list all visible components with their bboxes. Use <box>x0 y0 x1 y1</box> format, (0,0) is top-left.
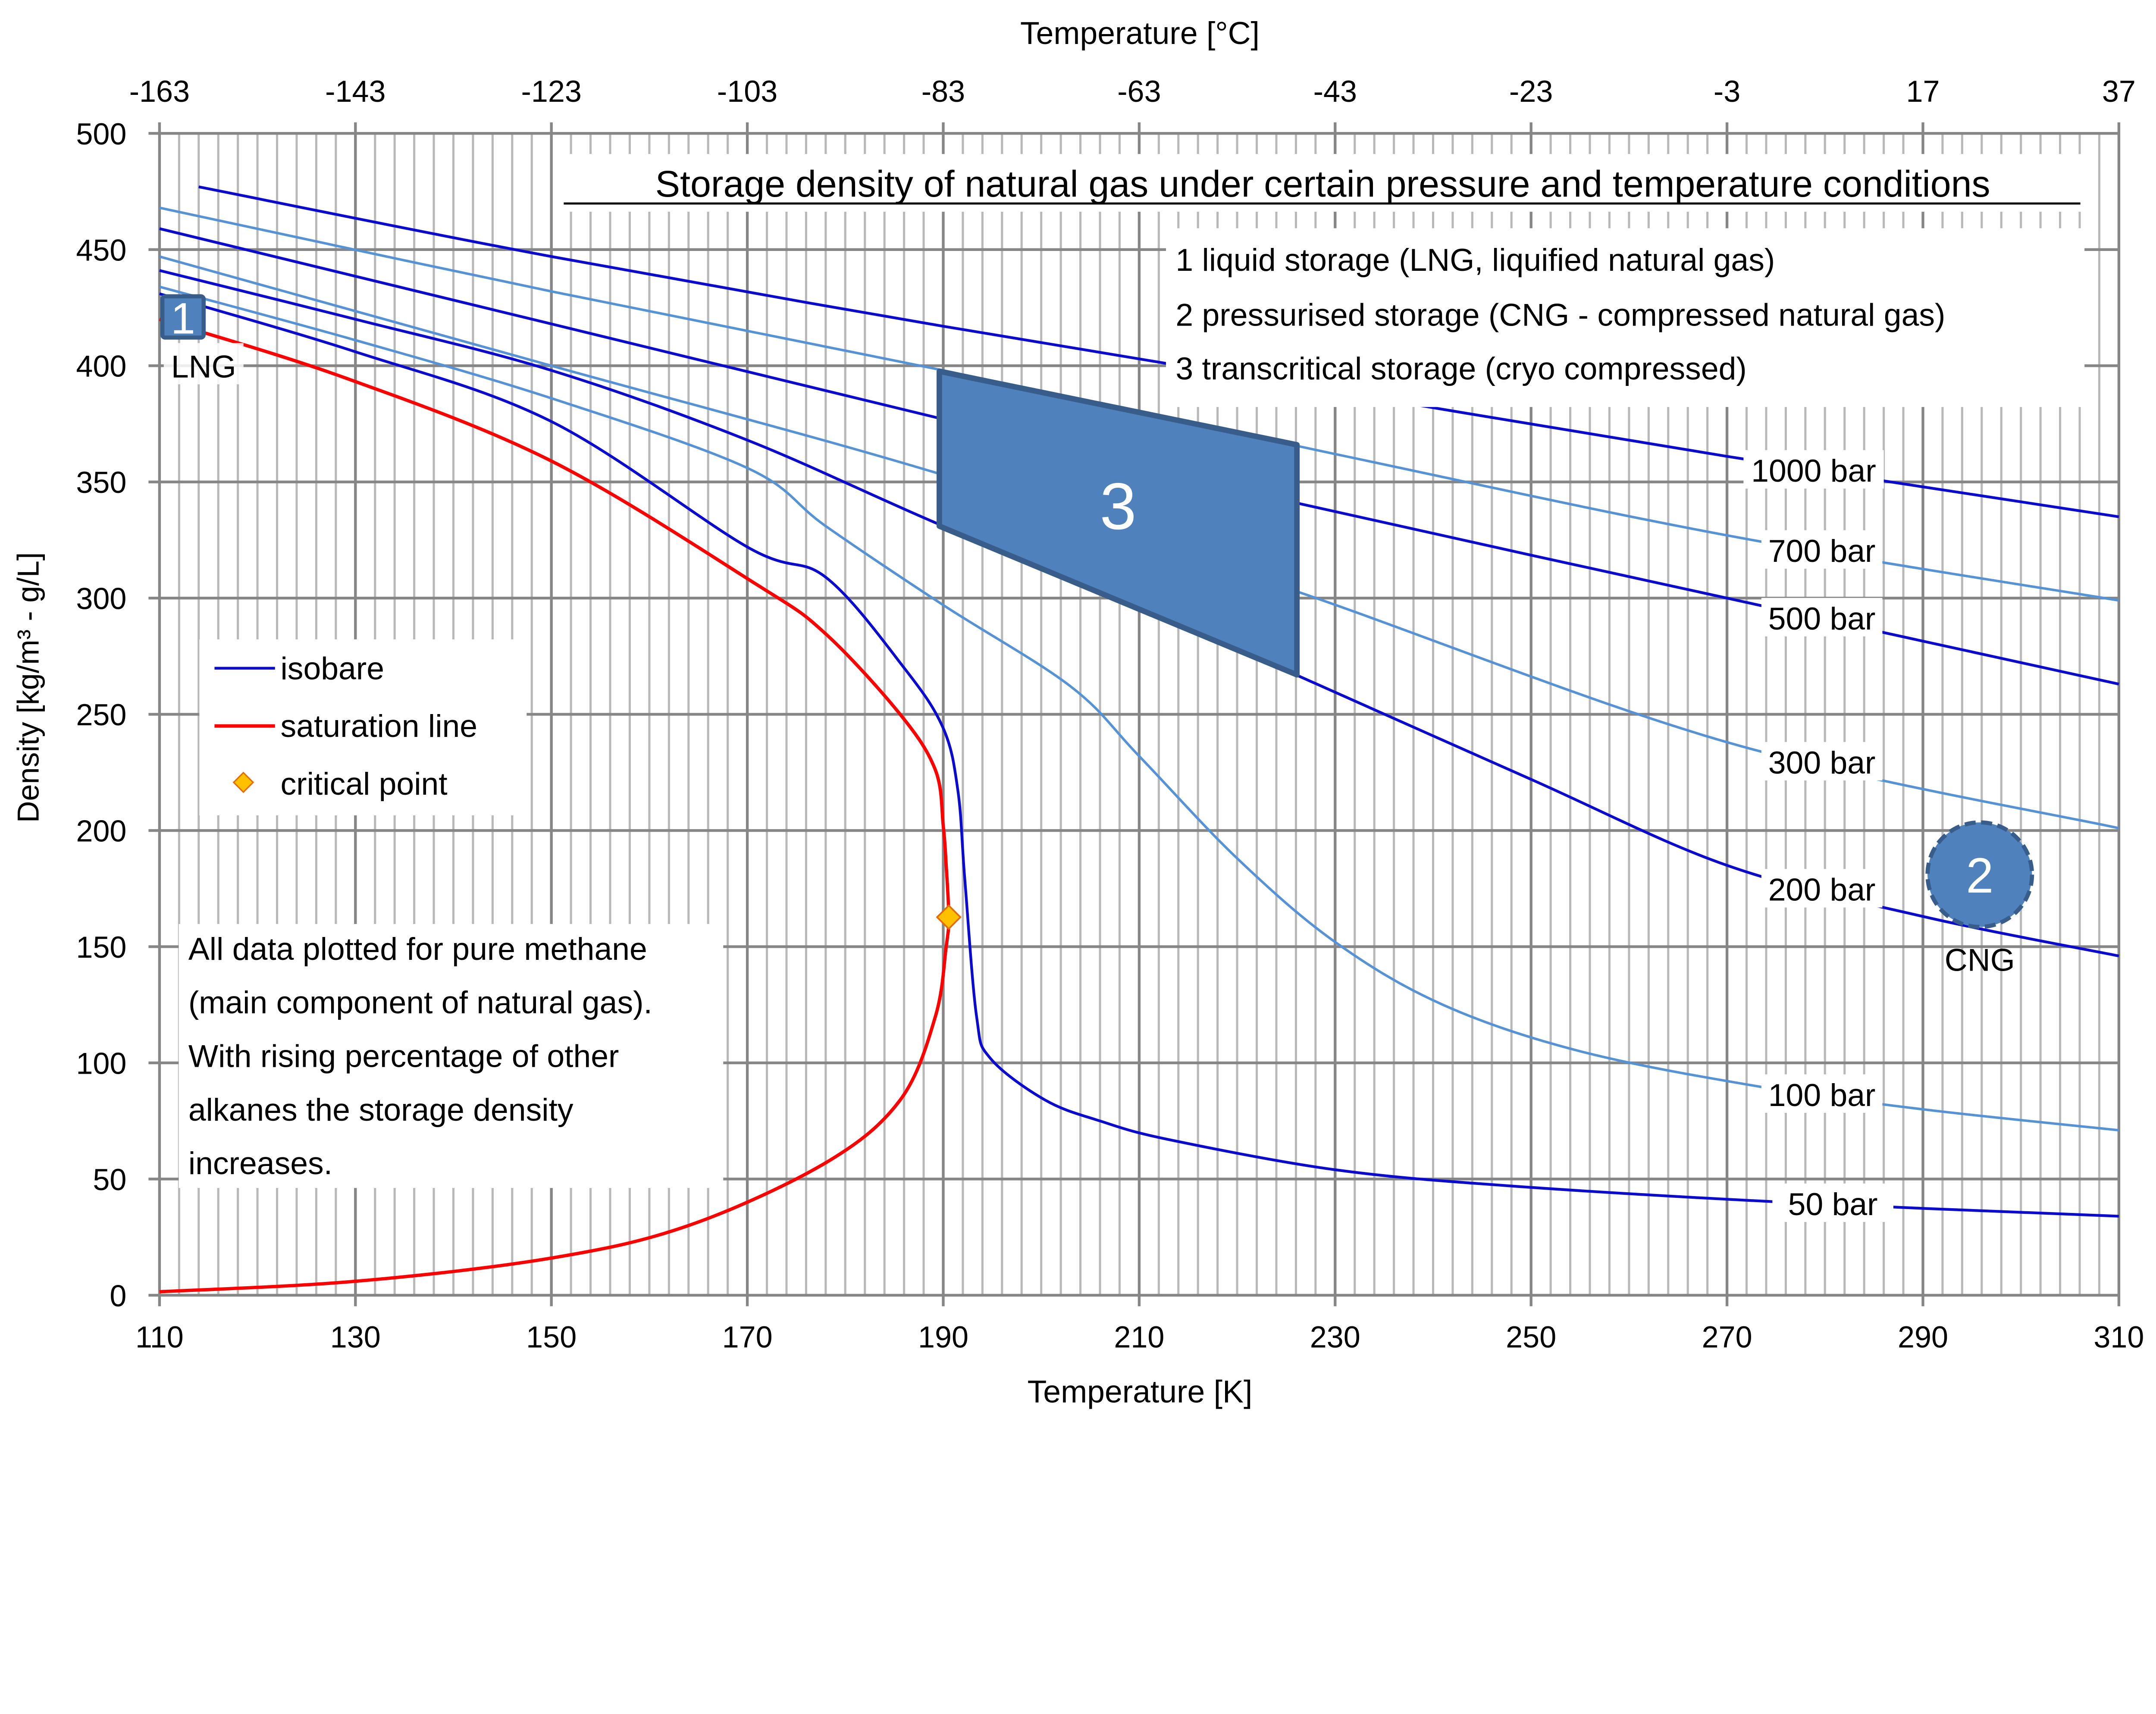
x2-tick-label: 17 <box>1906 74 1940 108</box>
saturation-line <box>159 317 951 1294</box>
note-line-5: increases. <box>188 1146 332 1181</box>
axes: Temperature [K] Temperature [°C] Density… <box>11 16 2144 1410</box>
x2-tick-label: 37 <box>2102 74 2136 108</box>
isobar-label-bg <box>1743 450 1884 489</box>
legend-saturation-label: saturation line <box>281 708 478 744</box>
storage-legend-1: 1 liquid storage (LNG, liquified natural… <box>1175 242 1775 278</box>
legend-critical-marker <box>232 771 254 793</box>
x2-tick-label: -43 <box>1313 74 1357 108</box>
region-3-transcritical <box>937 368 1300 678</box>
y-tick-label: 250 <box>76 698 126 732</box>
y-tick-label: 100 <box>76 1046 126 1080</box>
note-line-1: All data plotted for pure methane <box>188 931 647 967</box>
y-tick-label: 150 <box>76 930 126 964</box>
isobar-label: 700 bar <box>1768 533 1876 569</box>
x-tick-label: 110 <box>135 1320 184 1354</box>
x-tick-label: 210 <box>1114 1320 1164 1354</box>
x2-tick-label: -3 <box>1714 74 1740 108</box>
x2-tick-label: -123 <box>521 74 582 108</box>
x2-axis-title: Temperature [°C] <box>1020 16 1260 51</box>
region-1-lng-marker <box>160 294 206 340</box>
y-tick-label: 300 <box>76 582 126 616</box>
x2-tick-label: -103 <box>717 74 777 108</box>
isobar-label-bg <box>1761 598 1883 636</box>
region-1-label-bg <box>163 343 244 385</box>
legend-critical-label: critical point <box>281 766 448 802</box>
region-2-label: CNG <box>1945 943 2015 978</box>
note-line-3: With rising percentage of other <box>188 1038 619 1074</box>
x-tick-label: 250 <box>1506 1320 1556 1354</box>
y-tick-label: 200 <box>76 814 126 848</box>
isobar-label-bg <box>1761 742 1883 781</box>
x2-tick-label: -63 <box>1117 74 1161 108</box>
x2-tick-label: -83 <box>921 74 965 108</box>
isobar-label: 100 bar <box>1768 1078 1876 1113</box>
x2-tick-label: -143 <box>325 74 385 108</box>
region-3-number: 3 <box>1100 470 1136 543</box>
region-1-number: 1 <box>171 294 195 343</box>
y-tick-label: 400 <box>76 349 126 383</box>
storage-legend-box <box>1166 228 2085 407</box>
isobar-label: 300 bar <box>1768 745 1876 780</box>
isobar-label: 1000 bar <box>1751 453 1876 489</box>
overlays: Storage density of natural gas under cer… <box>179 154 2086 1188</box>
isobar-label: 50 bar <box>1788 1187 1878 1222</box>
isobar-label-bg <box>1772 1183 1893 1222</box>
x-tick-label: 290 <box>1898 1320 1948 1354</box>
y-tick-label: 350 <box>76 465 126 499</box>
note-line-2: (main component of natural gas). <box>188 985 652 1020</box>
region-2-cng-marker <box>1925 820 2034 929</box>
note-line-4: alkanes the storage density <box>188 1092 573 1128</box>
x-tick-label: 170 <box>722 1320 773 1354</box>
x-tick-label: 130 <box>330 1320 381 1354</box>
isobar-labels: 1000 bar 700 bar 500 bar 300 bar 200 bar 100 … <box>1743 450 1893 1222</box>
x-tick-label: 310 <box>2093 1320 2144 1354</box>
isobar-label-bg <box>1761 869 1883 908</box>
note-box <box>179 924 724 1188</box>
storage-legend-3: 3 transcritical storage (cryo compressed… <box>1175 351 1746 386</box>
critical-point-marker <box>936 904 962 930</box>
y-tick-label: 500 <box>76 117 126 151</box>
y-tick-label: 0 <box>110 1278 126 1313</box>
chart-title: Storage density of natural gas under cer… <box>655 163 1990 205</box>
isobar-line-100-bar <box>159 285 2119 1132</box>
y-tick-label: 450 <box>76 233 126 267</box>
x2-tick-label: -23 <box>1509 74 1553 108</box>
storage-legend-2: 2 pressurised storage (CNG - compressed … <box>1175 298 1945 333</box>
isobar-label-bg <box>1761 530 1883 569</box>
storage-regions: 1 LNG 2 CNG 3 <box>160 294 2034 978</box>
isobar-label-bg <box>1761 1074 1883 1113</box>
x2-tick-label: -163 <box>129 74 190 108</box>
x-tick-label: 270 <box>1702 1320 1752 1354</box>
x-tick-label: 190 <box>918 1320 968 1354</box>
region-1-label: LNG <box>171 349 236 384</box>
isobar-line-50-bar <box>159 292 2119 1218</box>
region-2-number: 2 <box>1966 848 1993 903</box>
isobar-label: 200 bar <box>1768 872 1876 908</box>
y-tick-label: 50 <box>93 1163 126 1197</box>
x-tick-label: 150 <box>526 1320 577 1354</box>
y-axis-title: Density [kg/m³ - g/L] <box>11 552 45 823</box>
x-tick-label: 230 <box>1310 1320 1360 1354</box>
title-box <box>557 154 2086 212</box>
isobar-label: 500 bar <box>1768 601 1876 636</box>
density-chart: Storage density of natural gas under cer… <box>11 16 2144 1410</box>
legend-isobare-label: isobare <box>281 651 385 686</box>
x-axis-title: Temperature [K] <box>1028 1374 1253 1410</box>
